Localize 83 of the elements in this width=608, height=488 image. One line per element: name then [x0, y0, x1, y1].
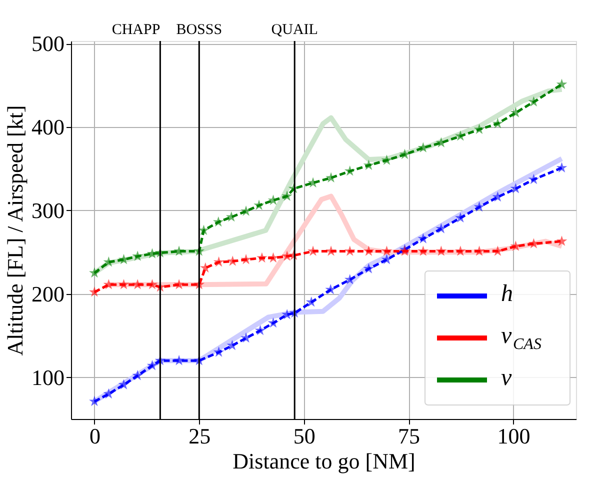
ref-line-label: CHAPP: [112, 22, 160, 38]
point: [132, 250, 143, 261]
point: [212, 216, 224, 227]
legend-label: h: [501, 281, 513, 307]
point: [118, 278, 130, 290]
point: [103, 256, 114, 267]
point: [556, 78, 568, 90]
point: [474, 246, 485, 256]
point: [474, 124, 485, 134]
x-axis-title: Distance to go [NM]: [232, 448, 416, 474]
point: [363, 263, 374, 274]
point: [213, 256, 224, 267]
point: [474, 201, 485, 212]
y-axis-title: Altitude [FL] / Airspeed [kt]: [2, 105, 28, 356]
point: [174, 354, 184, 366]
point: [556, 236, 568, 246]
point: [240, 254, 252, 264]
point: [240, 206, 252, 216]
point: [528, 238, 540, 248]
y-tick-label: 400: [32, 114, 64, 140]
point: [282, 190, 292, 201]
point: [455, 212, 466, 223]
x-tick-label: 0: [89, 424, 100, 448]
point: [89, 396, 100, 406]
point: [146, 248, 158, 258]
point: [282, 308, 292, 320]
point: [436, 246, 447, 256]
point: [103, 388, 114, 399]
legend-label: v: [501, 365, 512, 391]
point: [254, 200, 264, 210]
point: [118, 379, 130, 390]
point: [306, 296, 317, 307]
point: [528, 96, 540, 107]
point: [103, 278, 114, 290]
point: [308, 246, 318, 256]
point: [174, 278, 184, 290]
point: [363, 246, 374, 256]
point: [492, 118, 504, 128]
point: [282, 250, 292, 261]
point: [344, 165, 356, 176]
point: [174, 246, 184, 256]
point: [146, 278, 158, 290]
y-tick-label: 200: [32, 281, 64, 306]
point: [254, 324, 266, 336]
point: [510, 182, 522, 194]
point: [418, 233, 429, 244]
point: [418, 246, 429, 256]
point: [556, 162, 568, 172]
point: [455, 246, 466, 256]
point: [256, 252, 268, 263]
x-tick-label: 100: [497, 424, 530, 448]
point: [146, 360, 158, 370]
x-tick-label: 75: [398, 424, 420, 448]
point: [363, 160, 374, 170]
point: [240, 332, 252, 343]
point: [528, 174, 540, 184]
x-tick-label: 50: [293, 424, 316, 448]
point: [326, 246, 336, 256]
ref-line-label: BOSSS: [176, 22, 222, 38]
point: [344, 246, 356, 256]
point: [381, 254, 392, 264]
point: [89, 286, 100, 297]
y-tick-label: 300: [32, 198, 64, 223]
x-tick-label: 25: [188, 424, 211, 448]
point: [132, 370, 143, 380]
point: [381, 246, 392, 256]
point: [268, 252, 279, 263]
point: [436, 223, 447, 234]
point: [89, 267, 100, 278]
point: [268, 317, 279, 328]
y-tick-label: 500: [32, 31, 64, 56]
point: [510, 107, 522, 118]
point: [226, 340, 238, 350]
point: [198, 224, 210, 236]
point: [455, 130, 466, 141]
ref-line-label: QUAIL: [271, 22, 318, 38]
point: [325, 284, 336, 294]
point: [344, 274, 356, 284]
point: [213, 346, 224, 357]
y-tick-label: 100: [32, 364, 64, 390]
point: [132, 278, 143, 290]
point: [227, 256, 238, 266]
point: [381, 154, 392, 165]
